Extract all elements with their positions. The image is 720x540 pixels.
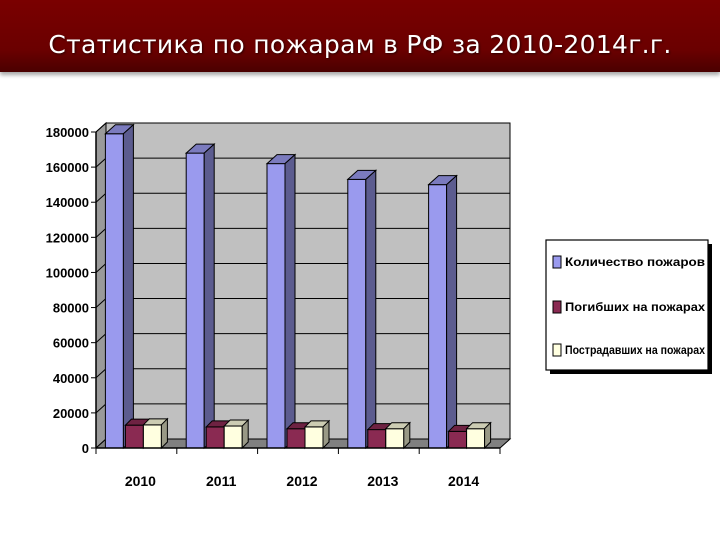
bar-side <box>403 421 411 450</box>
x-tick-label: 2012 <box>286 473 317 489</box>
x-tick-label: 2010 <box>125 473 156 489</box>
bar-front <box>385 428 405 449</box>
bar-3-2013 <box>384 421 412 450</box>
bar-front <box>286 428 306 449</box>
y-tick-label: 140000 <box>46 195 89 210</box>
x-tick-label: 2013 <box>367 473 398 489</box>
bar-front <box>223 425 243 449</box>
bar-side <box>365 169 377 450</box>
y-tick-label: 160000 <box>46 160 89 175</box>
bar-3-2011 <box>222 418 250 450</box>
legend-label: Количество пожаров <box>565 255 705 269</box>
y-tick-label: 80000 <box>53 301 89 316</box>
bar-side <box>322 419 330 450</box>
bar-side <box>122 123 134 450</box>
bar-front <box>428 184 448 449</box>
bar-front <box>124 424 144 449</box>
y-tick-label: 20000 <box>53 406 89 421</box>
bar-side <box>446 174 458 450</box>
bar-1-2012 <box>265 153 297 450</box>
bar-1-2014 <box>427 174 458 450</box>
bar-front <box>367 429 387 449</box>
y-tick-label: 100000 <box>46 265 89 280</box>
bar-front <box>205 426 225 449</box>
legend: Количество пожаров Погибших на пожарах Пос… <box>545 239 712 374</box>
bar-front <box>266 163 286 449</box>
bar-1-2011 <box>184 142 216 450</box>
y-tick-label: 60000 <box>53 336 89 351</box>
legend-swatch <box>552 343 562 357</box>
y-axis: 0 20000 40000 60000 80000 100000 120000 140000 1… <box>46 125 97 456</box>
bar-3-2014 <box>465 421 492 450</box>
x-tick-label: 2011 <box>206 473 237 489</box>
bar-front <box>347 178 367 449</box>
legend-swatch <box>552 300 562 314</box>
legend-swatch <box>552 255 562 269</box>
gridline <box>95 122 510 133</box>
title-bar <box>0 0 720 72</box>
y-tick-label: 180000 <box>46 125 89 140</box>
y-tick-label: 120000 <box>46 230 89 245</box>
legend-label: Погибших на пожарах <box>565 300 705 314</box>
plot-side-wall <box>95 121 107 450</box>
bar-1-2013 <box>346 169 378 450</box>
page-title: Статистика по пожарам в РФ за 2010-2014г… <box>48 30 672 59</box>
bar-front <box>448 430 468 449</box>
bar-side <box>241 418 249 450</box>
y-tick-label: 40000 <box>53 371 89 386</box>
legend-box <box>545 239 709 371</box>
bar-front <box>466 428 486 449</box>
bars <box>104 123 492 450</box>
bar-side <box>203 142 215 450</box>
bar-1-2010 <box>104 123 135 450</box>
y-tick-label: 0 <box>82 441 89 456</box>
x-axis: 2010 2011 2012 2013 2014 <box>95 447 501 489</box>
bar-side <box>284 153 296 450</box>
x-tick-label: 2014 <box>448 473 479 489</box>
bar-side <box>160 417 168 450</box>
legend-label: Пострадавших на пожарах <box>565 343 705 357</box>
bar-3-2012 <box>303 419 331 450</box>
bar-3-2010 <box>142 417 169 450</box>
bar-front <box>304 426 324 449</box>
bar-front <box>142 424 162 449</box>
bar-front <box>104 133 124 449</box>
bar-side <box>484 421 492 450</box>
bar-front <box>185 152 205 449</box>
